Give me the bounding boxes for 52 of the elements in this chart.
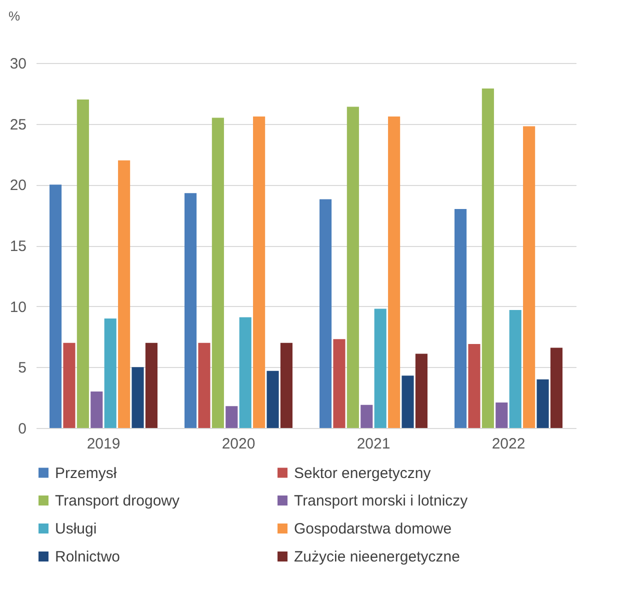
y-tick-label: 5: [18, 360, 26, 377]
bar: [132, 367, 144, 428]
bar: [226, 406, 238, 428]
bar: [280, 342, 292, 428]
x-tick-label: 2019: [86, 436, 120, 452]
bar: [346, 106, 359, 428]
bar: [509, 310, 522, 428]
bar: [388, 116, 400, 428]
y-tick-label: 20: [10, 177, 26, 194]
legend-label: Rolnictwo: [55, 548, 120, 566]
legend-label: Zużycie nieenergetyczne: [294, 548, 460, 566]
legend-label: Usługi: [55, 520, 97, 538]
bar: [320, 199, 332, 428]
bar: [374, 308, 386, 428]
legend-label: Transport morski i lotniczy: [294, 492, 468, 510]
bar: [482, 88, 494, 428]
bar: [550, 348, 562, 428]
bar: [212, 118, 224, 428]
bar: [90, 392, 103, 428]
bar: [536, 379, 549, 428]
y-tick-label: 30: [10, 56, 26, 72]
y-tick-label: 15: [10, 238, 26, 255]
bar: [63, 342, 76, 428]
bar: [184, 193, 197, 428]
bar: [360, 404, 373, 428]
bar: [104, 318, 116, 428]
bar: [50, 184, 62, 428]
bar: [253, 116, 266, 428]
y-axis-title: %: [8, 8, 20, 24]
bar: [333, 339, 346, 428]
bar: [496, 402, 508, 428]
x-tick-label: 2021: [356, 436, 390, 452]
legend-label: Gospodarstwa domowe: [294, 520, 452, 538]
y-tick-label: 25: [10, 116, 26, 134]
bar: [145, 342, 158, 428]
bar: [468, 344, 480, 428]
legend-label: Przemysł: [55, 464, 118, 482]
bar: [454, 209, 467, 428]
y-tick-label: 0: [18, 420, 26, 438]
bar: [198, 342, 210, 428]
bar: [415, 354, 428, 428]
bar: [402, 376, 414, 428]
bar: [266, 370, 279, 428]
bar: [523, 126, 536, 428]
bar: [118, 160, 130, 428]
x-tick-label: 2022: [492, 436, 526, 452]
bar: [76, 100, 89, 428]
y-tick-label: 10: [10, 298, 26, 316]
bar: [239, 317, 252, 428]
legend-label: Sektor energetyczny: [294, 464, 432, 482]
legend-label: Transport drogowy: [55, 492, 180, 510]
x-tick-label: 2020: [222, 436, 256, 452]
